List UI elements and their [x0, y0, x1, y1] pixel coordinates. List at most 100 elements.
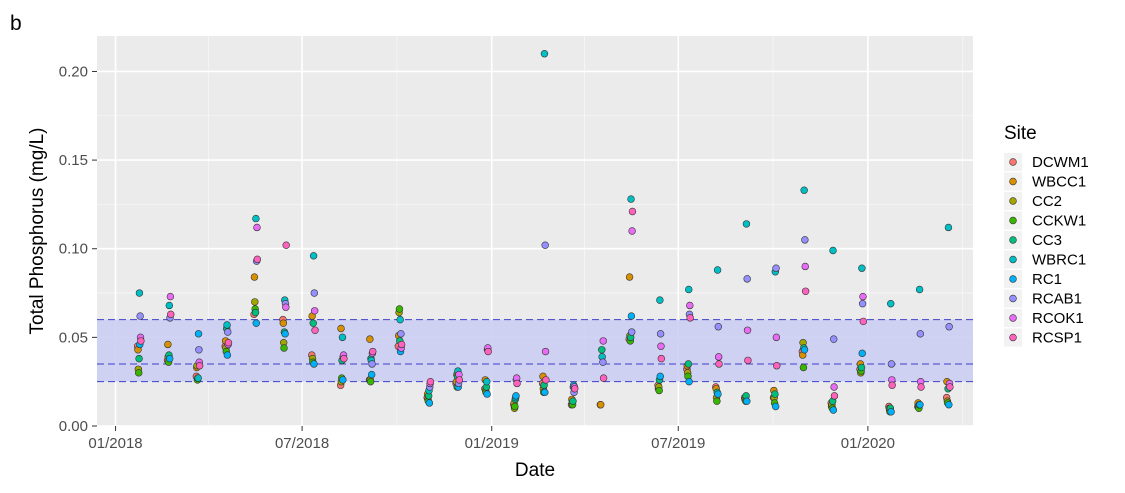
data-point [887, 360, 896, 368]
legend-label: CC2 [1032, 193, 1062, 210]
data-point [337, 324, 345, 333]
data-point [859, 292, 867, 301]
data-point [714, 323, 723, 331]
data-point [311, 326, 319, 334]
data-point [800, 186, 808, 194]
data-point [858, 349, 866, 358]
legend-key [1009, 275, 1017, 283]
data-point [136, 312, 144, 320]
data-point [338, 333, 347, 342]
legend-key [1009, 177, 1017, 186]
data-point [166, 292, 175, 301]
data-point [742, 220, 751, 228]
data-point [829, 406, 838, 414]
data-point [512, 392, 520, 400]
data-point [743, 397, 751, 405]
data-point [686, 301, 694, 310]
data-point [799, 363, 808, 372]
data-point [366, 335, 374, 343]
data-point [511, 402, 519, 411]
x-tick-label: 07/2019 [651, 435, 705, 452]
x-axis-title: Date [515, 460, 555, 481]
data-point [340, 354, 348, 363]
data-point [656, 372, 664, 381]
data-point [483, 390, 491, 398]
data-point [541, 347, 550, 356]
data-point [223, 351, 232, 359]
legend-key [1009, 333, 1017, 342]
data-point [369, 347, 377, 356]
data-point [657, 342, 665, 350]
data-point [655, 386, 663, 395]
legend-label: WBCC1 [1032, 174, 1086, 191]
data-point [251, 308, 260, 317]
legend-items: DCWM1 WBCC1 CC2 CCKW1 CC3 WBRC1 RC1 RCAB1 RCOK1 R… [1004, 153, 1089, 347]
data-point [686, 314, 694, 322]
data-point [165, 354, 174, 363]
data-point [223, 321, 231, 329]
data-point [628, 227, 636, 235]
legend-key [1009, 314, 1017, 322]
data-point [541, 388, 549, 397]
data-point [252, 214, 260, 223]
data-point [135, 354, 143, 363]
data-point [915, 285, 924, 294]
data-point [310, 289, 319, 297]
data-point [684, 360, 693, 368]
data-points [133, 50, 954, 416]
data-point [397, 340, 406, 349]
legend: Site DCWM1 WBCC1 CC2 CCKW1 CC3 WBRC1 RC1 RCAB1 R… [1004, 123, 1089, 347]
legend-key [1009, 294, 1017, 303]
x-axis-ticks: 01/2018 07/2018 01/2019 07/2019 01/2020 [88, 426, 895, 452]
data-point [944, 223, 953, 232]
legend-key [1009, 216, 1017, 225]
data-point [542, 376, 550, 384]
data-point [368, 360, 376, 368]
data-point [772, 264, 780, 272]
data-point [627, 312, 636, 320]
data-point [310, 360, 318, 368]
data-point [743, 326, 752, 334]
data-point [194, 330, 203, 338]
data-point [367, 370, 376, 379]
data-point [426, 377, 435, 386]
x-tick-label: 01/2020 [841, 435, 895, 452]
data-point [366, 377, 375, 386]
data-point [743, 275, 751, 283]
series-RCSP1 [137, 207, 954, 400]
data-point [859, 317, 868, 326]
data-point [513, 379, 521, 388]
legend-label: RCSP1 [1032, 330, 1082, 347]
y-tick-label: 0.05 [59, 329, 88, 346]
y-tick-label: 0.10 [59, 241, 88, 258]
data-point [771, 402, 780, 411]
data-point [137, 337, 145, 345]
data-point [309, 319, 317, 327]
panel-letter: b [10, 12, 22, 35]
data-point [598, 346, 606, 354]
legend-label: RCOK1 [1032, 310, 1084, 327]
data-point [771, 390, 779, 398]
data-point [396, 315, 404, 324]
y-axis-ticks: 0.00 0.05 0.10 0.15 0.20 [59, 63, 97, 435]
data-point [685, 377, 693, 386]
data-point [628, 328, 636, 336]
data-point [858, 264, 866, 272]
data-point [628, 207, 637, 216]
legend-label: CCKW1 [1032, 213, 1086, 230]
data-point [599, 337, 607, 345]
data-point [801, 236, 809, 244]
data-point [252, 319, 260, 327]
legend-key [1009, 158, 1017, 166]
data-point [685, 285, 693, 294]
data-point [772, 333, 781, 342]
data-point [744, 356, 752, 365]
legend-title: Site [1004, 123, 1037, 144]
x-tick-label: 07/2018 [275, 435, 329, 452]
data-point [167, 310, 175, 319]
data-point [916, 330, 925, 338]
data-point [251, 298, 259, 306]
data-point [916, 401, 924, 409]
data-point [541, 241, 549, 249]
